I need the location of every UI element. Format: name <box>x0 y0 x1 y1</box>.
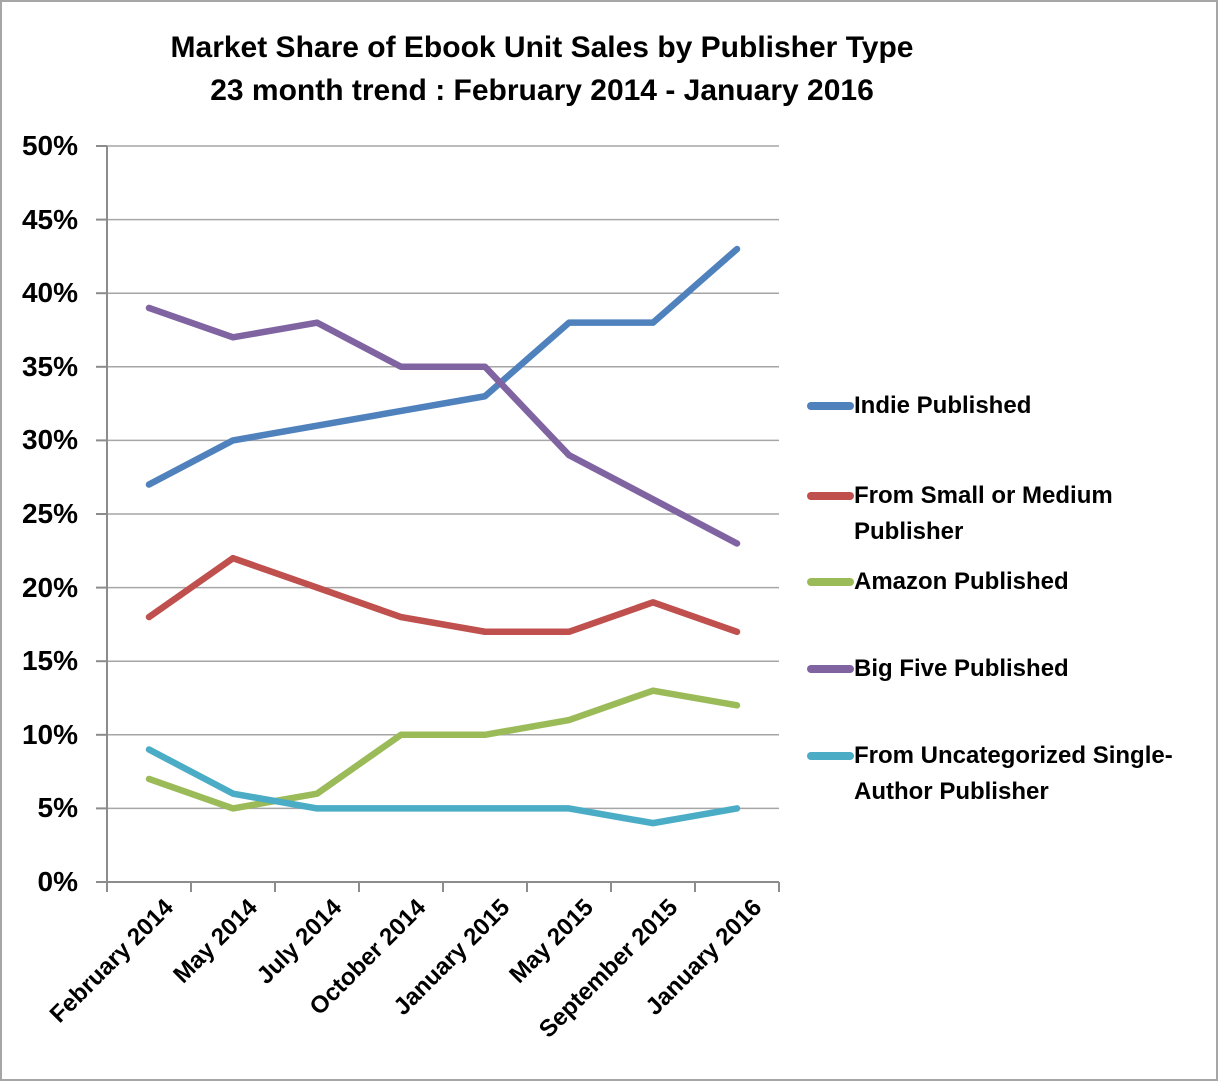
y-axis-tick-label: 0% <box>37 866 78 897</box>
legend-item: Amazon Published <box>807 564 1216 600</box>
legend-swatch-icon <box>807 665 854 673</box>
legend-item: Big Five Published <box>807 651 1216 687</box>
y-axis-tick-label: 40% <box>21 277 78 309</box>
y-axis-tick-label: 35% <box>21 350 78 382</box>
legend-item: From Uncategorized Single-Author Publish… <box>807 738 1216 810</box>
legend-swatch-icon <box>807 752 854 760</box>
legend-label: Big Five Published <box>854 655 1069 682</box>
legend-label: From Uncategorized Single-Author Publish… <box>854 742 1173 805</box>
legend-item: Indie Published <box>807 388 1216 424</box>
legend-swatch-icon <box>807 578 854 586</box>
chart-title: Market Share of Ebook Unit Sales by Publ… <box>2 26 1082 112</box>
legend-label: Amazon Published <box>854 568 1069 595</box>
series-line-4 <box>145 746 741 827</box>
chart-title-line2: 23 month trend : February 2014 - January… <box>210 74 874 107</box>
chart-title-line1: Market Share of Ebook Unit Sales by Publ… <box>170 31 914 64</box>
legend-label: From Small or Medium Publisher <box>854 482 1113 545</box>
legend-item: From Small or Medium Publisher <box>807 478 1216 550</box>
y-axis-tick-label: 20% <box>21 571 78 603</box>
legend-label: Indie Published <box>854 392 1032 419</box>
legend-swatch-icon <box>807 402 854 410</box>
series-line-2 <box>145 687 741 812</box>
y-axis-tick-label: 50% <box>21 130 78 161</box>
y-axis-tick-label: 5% <box>37 792 78 824</box>
y-axis-tick-label: 15% <box>21 645 78 677</box>
y-axis-tick-label: 10% <box>21 718 78 750</box>
legend-swatch-icon <box>807 492 854 500</box>
y-axis-tick-label: 30% <box>21 424 78 456</box>
y-axis-tick-label: 45% <box>21 203 78 235</box>
series-line-1 <box>145 554 741 636</box>
series-line-3 <box>145 304 741 547</box>
y-axis-tick-label: 25% <box>21 498 78 529</box>
series-line-0 <box>145 245 741 488</box>
